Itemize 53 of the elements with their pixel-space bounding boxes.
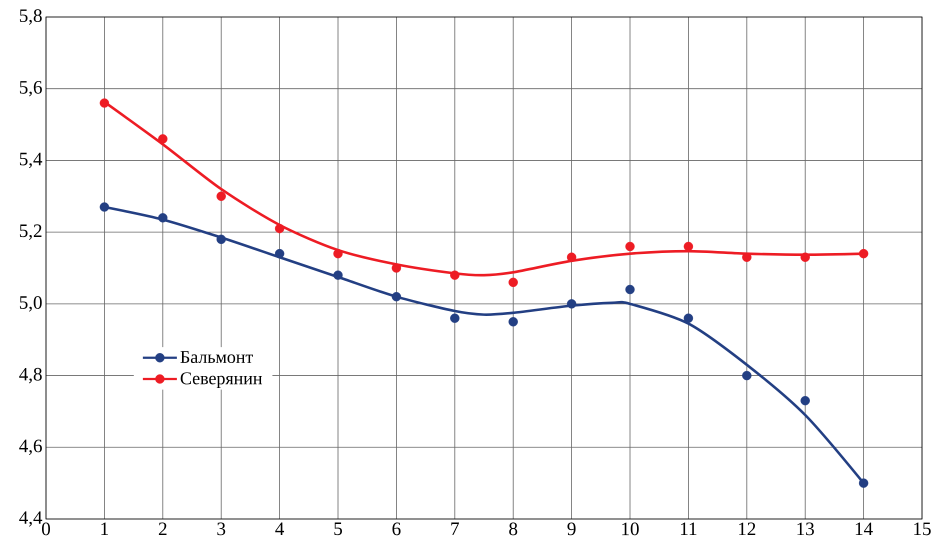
point	[450, 270, 460, 280]
x-tick-label: 1	[101, 522, 108, 536]
point	[333, 248, 343, 258]
x-tick-label: 3	[217, 522, 226, 536]
point	[100, 202, 110, 212]
y-tick-label: 4,6	[19, 440, 42, 455]
y-tick-label: 4,4	[19, 511, 42, 527]
point	[800, 252, 810, 262]
x-tick-label: 6	[392, 522, 401, 536]
point	[216, 192, 226, 201]
y-tick-label: 4,8	[19, 368, 42, 384]
point	[858, 248, 868, 258]
x-tick-label: 12	[739, 522, 756, 536]
point	[625, 284, 635, 294]
point	[684, 314, 694, 323]
legend-label: Бальмонт	[180, 351, 253, 364]
x-tick-label: 13	[797, 522, 814, 536]
x-tick-label: 10	[622, 522, 639, 536]
point	[392, 292, 402, 302]
point	[508, 317, 518, 326]
x-tick-label: 14	[856, 522, 873, 536]
point	[333, 270, 343, 280]
point	[392, 263, 402, 273]
point	[566, 252, 576, 262]
point	[742, 370, 752, 380]
x-tick-label: 2	[158, 522, 166, 536]
point	[274, 224, 284, 234]
point	[684, 242, 694, 252]
y-tick-label: 5,8	[20, 9, 42, 25]
point	[508, 278, 518, 288]
point	[158, 134, 168, 144]
x-tick-label: 8	[509, 522, 518, 536]
point	[274, 248, 284, 258]
point	[858, 478, 868, 488]
point	[800, 396, 810, 406]
x-tick-label: 9	[567, 522, 576, 536]
point	[566, 299, 576, 309]
x-tick-label: 5	[334, 522, 342, 536]
x-tick-label: 0	[42, 522, 50, 536]
x-tick-label: 15	[914, 522, 931, 536]
y-tick-label: 5,4	[20, 152, 42, 168]
x-tick-label: 11	[680, 522, 696, 536]
point	[158, 213, 168, 222]
y-tick-label: 5,2	[20, 224, 42, 240]
point	[625, 242, 635, 252]
point	[216, 234, 226, 244]
y-tick-label: 5,0	[20, 296, 42, 312]
legend-label: Северянин	[180, 372, 262, 388]
x-tick-label: 4	[275, 522, 284, 535]
point	[450, 314, 460, 323]
point	[100, 98, 110, 108]
x-tick-label: 7	[451, 522, 459, 535]
y-tick-label: 5,6	[20, 80, 42, 96]
